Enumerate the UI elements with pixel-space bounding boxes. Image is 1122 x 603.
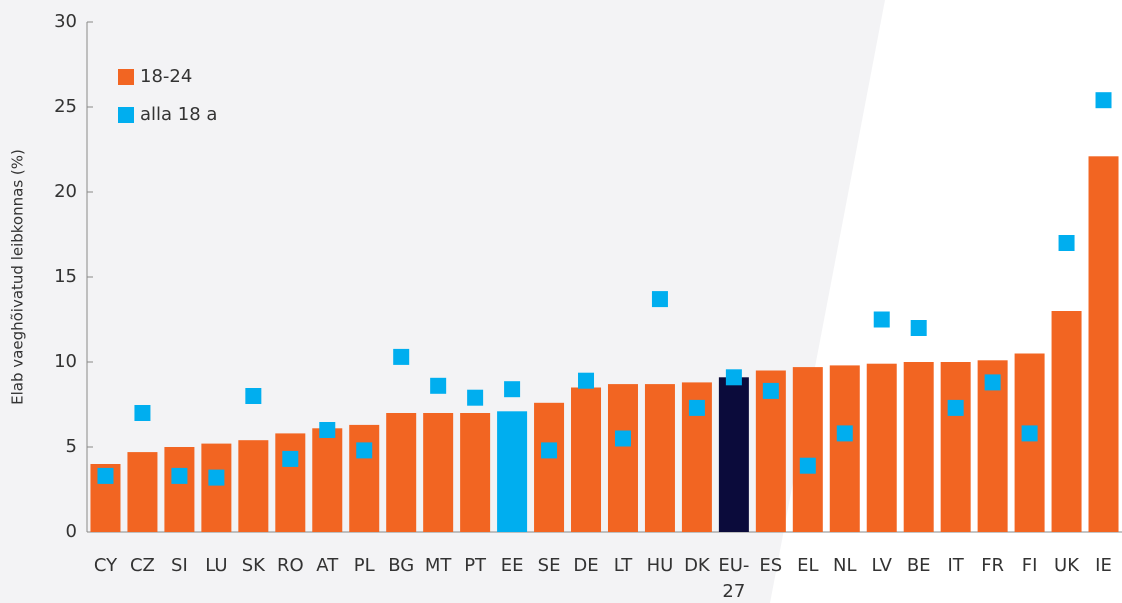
marker [725,369,742,386]
marker [762,382,779,399]
x-tick-label: FR [981,555,1004,576]
marker [984,374,1001,391]
marker [504,381,521,398]
y-tick-label: 20 [54,181,77,202]
marker [467,389,484,406]
bar [571,387,602,532]
bar [164,447,195,532]
marker [836,425,853,442]
y-tick-label: 5 [66,436,77,457]
x-tick-label: AT [316,555,339,576]
bar [275,433,306,532]
x-tick-label: SI [171,555,188,576]
legend-label: 18-24 [140,66,192,87]
marker [578,372,595,389]
marker [245,388,262,404]
marker [910,320,927,336]
x-tick-label: RO [277,555,304,576]
y-tick-label: 15 [54,266,77,287]
marker [356,442,373,459]
bar [607,384,638,532]
bar [1014,353,1045,532]
bar [238,440,269,532]
label-line: 27 [722,581,745,602]
bar [1051,311,1082,532]
x-tick-label: LU [205,555,227,576]
x-tick-label: CY [94,555,118,576]
bar [829,365,860,532]
marker [393,348,410,365]
marker [1021,425,1038,442]
bar [718,377,749,532]
label-line: EU- [718,555,749,576]
x-tick-label: UK [1054,555,1080,576]
marker [541,442,558,459]
marker [171,467,188,484]
legend-label: alla 18 a [140,104,217,125]
marker [430,377,447,394]
bar [1088,156,1119,533]
x-tick-label: PL [354,555,375,576]
bar [792,367,823,532]
bar [423,413,454,532]
marker [134,405,151,421]
x-tick-label: IT [948,555,965,576]
x-tick-label: LV [872,555,893,576]
bar [201,443,232,532]
bar [312,428,343,532]
marker [97,467,114,484]
x-tick-label: SE [538,555,561,576]
marker [1095,92,1112,109]
x-tick-label: PT [464,555,487,576]
y-axis-label: Elab vaeghõivatud leibkonnas (%) [9,149,27,405]
x-tick-label: HU [647,555,674,576]
x-tick-label: BE [907,555,931,576]
bar [644,384,675,532]
bar [386,413,417,532]
x-tick-label: CZ [130,555,155,576]
bar [940,362,971,532]
x-tick-label: DE [573,555,598,576]
x-tick-label: EL [797,555,818,576]
x-tick-label: MT [425,555,453,576]
x-tick-label: EE [501,555,524,576]
marker [873,311,890,328]
marker [282,450,299,467]
y-tick-label: 10 [54,351,77,372]
x-tick-label: DK [684,555,711,576]
x-tick-label: FI [1022,555,1038,576]
x-tick-label: ES [759,555,782,576]
bar [127,452,158,532]
bar [903,362,934,532]
y-tick-label: 0 [66,521,77,542]
marker [799,457,816,474]
legend-swatch [118,107,134,123]
y-tick-label: 25 [54,96,77,117]
x-tick-label: IE [1095,555,1112,576]
bar [866,363,897,532]
x-tick-label: LT [614,555,634,576]
y-tick-label: 30 [54,11,77,32]
x-tick-label: NL [833,555,857,576]
bar [534,402,565,532]
x-tick-label: BG [388,555,414,576]
bar [497,411,528,532]
x-tick-label: SK [242,555,266,576]
marker [688,399,705,416]
x-tick-label: EU- 27 [718,555,749,602]
marker [651,291,668,308]
marker [1058,235,1075,251]
legend-swatch [118,69,134,85]
marker [319,422,336,438]
marker [947,399,964,416]
bar [349,424,380,532]
marker [208,469,225,486]
bar [460,413,491,532]
marker [614,430,631,447]
